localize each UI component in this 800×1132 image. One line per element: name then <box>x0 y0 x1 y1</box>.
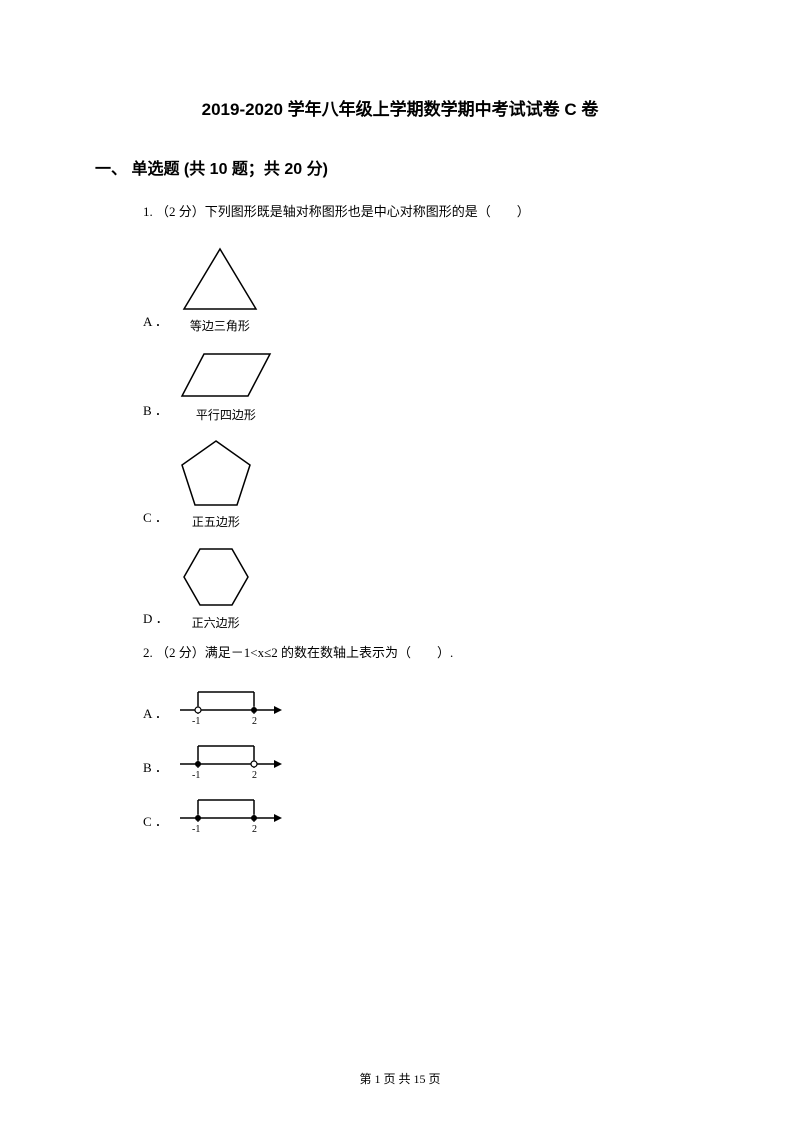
q2-option-b: B ． -1 2 <box>143 738 705 780</box>
option-label: A ． <box>143 311 168 334</box>
option-label: B ． <box>143 400 168 423</box>
q1-prompt: 1. （2 分）下列图形既是轴对称图形也是中心对称图形的是（ ） <box>143 202 705 223</box>
hexagon-icon <box>177 542 255 612</box>
page-footer: 第 1 页 共 15 页 <box>0 1070 800 1087</box>
section-heading: 一、 单选题 (共 10 题；共 20 分) <box>95 155 705 179</box>
svg-text:2: 2 <box>252 716 257 726</box>
q1-option-c: C ． 正五边形 <box>143 435 705 530</box>
svg-text:-1: -1 <box>192 770 200 780</box>
q2-prompt: 2. （2 分）满足－1<x≤2 的数在数轴上表示为（ ）. <box>143 643 705 664</box>
option-label: B ． <box>143 757 168 780</box>
svg-text:2: 2 <box>252 824 257 834</box>
page-title: 2019-2020 学年八年级上学期数学期中考试试卷 C 卷 <box>95 95 705 120</box>
shape-caption: 正五边形 <box>176 513 256 530</box>
q2-option-a: A ． -1 2 <box>143 684 705 726</box>
q1-option-a: A ． 等边三角形 <box>143 243 705 334</box>
option-label: D ． <box>143 608 169 631</box>
svg-text:-1: -1 <box>192 716 200 726</box>
option-label: C ． <box>143 811 168 834</box>
triangle-icon <box>176 243 264 315</box>
shape-caption: 等边三角形 <box>176 317 264 334</box>
shape-caption: 正六边形 <box>177 614 255 631</box>
q1-option-b: B ． 平行四边形 <box>143 346 705 423</box>
svg-text:-1: -1 <box>192 824 200 834</box>
numberline-a-icon: -1 2 <box>176 684 286 726</box>
pentagon-icon <box>176 435 256 511</box>
numberline-c-icon: -1 2 <box>176 792 286 834</box>
parallelogram-icon <box>176 346 276 404</box>
q2-option-c: C ． -1 2 <box>143 792 705 834</box>
numberline-b-icon: -1 2 <box>176 738 286 780</box>
shape-caption: 平行四边形 <box>176 406 276 423</box>
svg-text:2: 2 <box>252 770 257 780</box>
q1-option-d: D ． 正六边形 <box>143 542 705 631</box>
option-label: A ． <box>143 703 168 726</box>
option-label: C ． <box>143 507 168 530</box>
